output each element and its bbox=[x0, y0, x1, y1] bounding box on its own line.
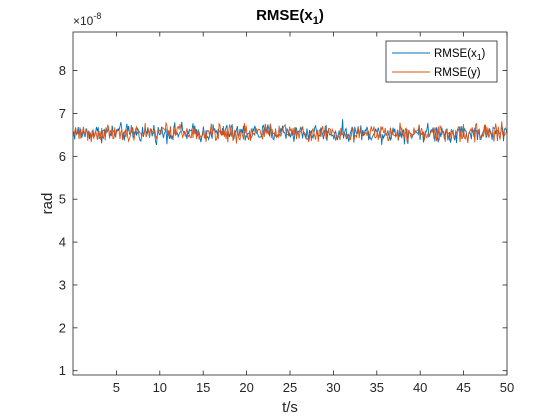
y-tick-label: 8 bbox=[59, 63, 66, 78]
y-axis-ticks: 1 2 3 4 5 6 7 8 bbox=[59, 63, 507, 378]
chart-title: RMSE(x1) bbox=[256, 7, 324, 27]
x-tick-label: 30 bbox=[326, 380, 340, 395]
x-tick-label: 10 bbox=[153, 380, 167, 395]
x-tick-label: 20 bbox=[239, 380, 253, 395]
legend-label-rmse-y: RMSE(y) bbox=[434, 67, 481, 79]
y-tick-label: 3 bbox=[59, 277, 66, 292]
y-tick-label: 5 bbox=[59, 192, 66, 207]
legend-label-rmse-x1: RMSE(x1) bbox=[434, 48, 486, 62]
y-axis-label: rad bbox=[39, 193, 56, 215]
legend-box bbox=[385, 40, 498, 83]
y-tick-label: 2 bbox=[59, 320, 66, 335]
series-line-1 bbox=[72, 121, 508, 144]
y-tick-label: 6 bbox=[59, 149, 66, 164]
x-tick-label: 5 bbox=[113, 380, 120, 395]
plot-area bbox=[73, 32, 507, 375]
x-tick-label: 45 bbox=[456, 380, 470, 395]
x-tick-label: 25 bbox=[283, 380, 297, 395]
y-tick-label: 4 bbox=[59, 235, 66, 250]
y-axis-exponent: ×10-8 bbox=[73, 11, 101, 28]
x-axis-label: t/s bbox=[282, 399, 298, 416]
legend: RMSE(x1) RMSE(y) bbox=[385, 40, 498, 83]
x-tick-label: 50 bbox=[500, 380, 514, 395]
y-tick-label: 1 bbox=[59, 363, 66, 378]
y-tick-label: 7 bbox=[59, 106, 66, 121]
x-tick-label: 40 bbox=[413, 380, 427, 395]
x-tick-label: 15 bbox=[196, 380, 210, 395]
x-axis-ticks: 5 10 15 20 25 30 35 40 45 50 bbox=[113, 32, 514, 395]
x-tick-label: 35 bbox=[370, 380, 384, 395]
series-layer bbox=[72, 119, 508, 146]
